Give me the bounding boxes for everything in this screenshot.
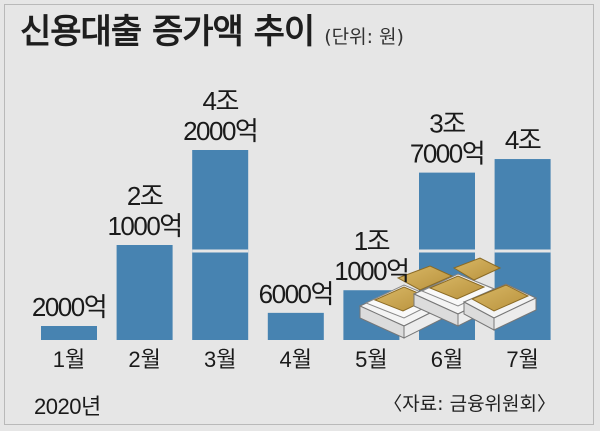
- value-label-7-1: 4조: [505, 125, 541, 155]
- chart-title: 신용대출 증가액 추이: [20, 12, 315, 52]
- value-label-5-1: 1조: [354, 226, 390, 256]
- bar-2: [116, 245, 173, 340]
- category-label-1: 1월: [53, 347, 85, 372]
- labels-group: 2000억1월2조1000억2월4조2000억3월6000억4월1조1000억5…: [32, 86, 542, 372]
- value-label-6-2: 7000억: [410, 139, 484, 169]
- bar-4: [267, 312, 324, 340]
- source-label: 〈자료: 금융위원회〉: [383, 393, 556, 415]
- category-label-3: 3월: [204, 347, 236, 372]
- money-stack-illustration: [358, 257, 538, 339]
- category-label-2: 2월: [128, 347, 160, 372]
- unit-label: (단위: 원): [324, 26, 404, 48]
- title-area: 신용대출 증가액 추이 (단위: 원): [20, 4, 404, 56]
- value-label-6-1: 3조: [429, 109, 465, 139]
- value-label-2-2: 1000억: [107, 211, 181, 241]
- category-label-6: 6월: [431, 347, 463, 372]
- value-label-5-2: 1000억: [334, 256, 408, 286]
- value-label-4-1: 6000억: [259, 279, 333, 309]
- value-label-3-2: 2000억: [183, 116, 257, 146]
- value-label-1-1: 2000억: [32, 292, 106, 322]
- category-label-7: 7월: [506, 347, 538, 372]
- category-label-4: 4월: [280, 347, 312, 372]
- bar-3: [192, 150, 249, 340]
- year-label: 2020년: [34, 394, 101, 419]
- bar-1: [41, 326, 97, 340]
- category-label-5: 5월: [355, 347, 387, 372]
- value-label-3-1: 4조: [203, 86, 239, 116]
- value-label-2-1: 2조: [127, 181, 163, 211]
